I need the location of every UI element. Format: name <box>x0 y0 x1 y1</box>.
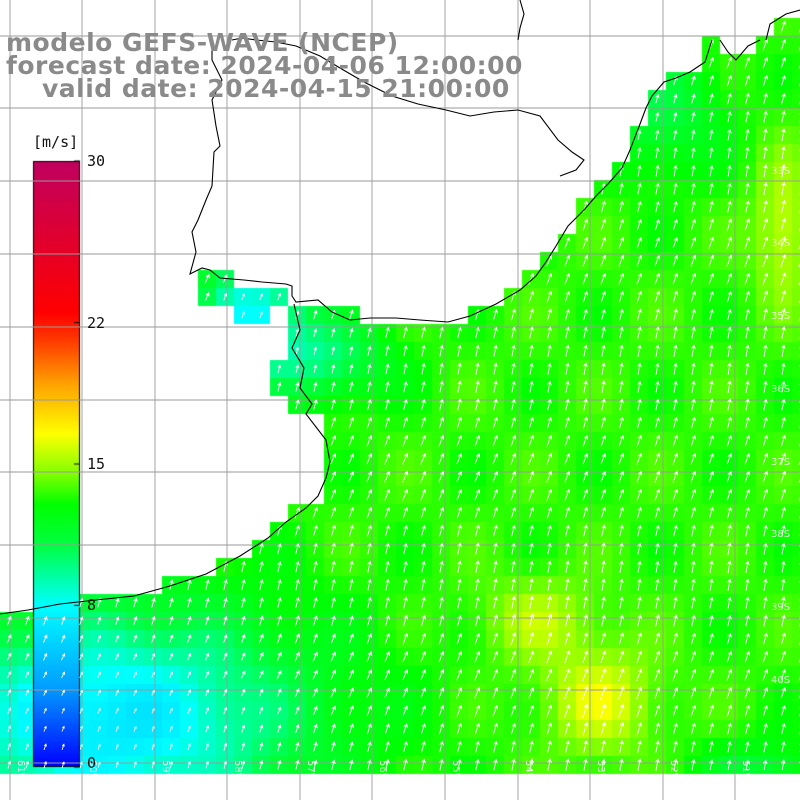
longitude-label: 57W <box>305 760 316 783</box>
longitude-label: 61W <box>15 760 26 783</box>
longitude-label: 52W <box>668 760 679 783</box>
latitude-label: 40S <box>771 675 790 686</box>
longitude-label: 55W <box>450 760 461 783</box>
colorbar-tick-label: 15 <box>87 455 106 473</box>
colorbar-tick-label: 30 <box>87 152 106 170</box>
latitude-labels: 33S 34S 35S 36S 37S 38S 39S 40S <box>771 166 790 686</box>
longitude-label: 58W <box>232 760 243 783</box>
coastline-path <box>189 39 713 323</box>
valid-date: valid date: 2024-04-15 21:00:00 <box>42 74 510 103</box>
latitude-label: 36S <box>771 384 790 395</box>
wind-arrow-set <box>6 20 800 771</box>
longitude-labels: 61W 60W 59W 58W 57W 56W 55W 54W 53W 52W 51W <box>15 760 751 783</box>
wind-arrows <box>6 20 800 771</box>
colorbar-unit: [m/s] <box>33 133 79 151</box>
colorbar-tick-label: 8 <box>87 596 97 615</box>
coastline-path <box>765 9 800 41</box>
latitude-label: 39S <box>771 602 790 613</box>
longitude-label: 51W <box>740 760 751 783</box>
latitude-label: 33S <box>771 166 790 177</box>
coastline-path <box>719 39 761 61</box>
latitude-label: 34S <box>771 238 790 249</box>
coastline-path <box>0 303 331 615</box>
longitude-label: 53W <box>595 760 606 783</box>
colorbar-tick-label: 0 <box>87 754 97 772</box>
colorbar-tick-label: 22 <box>87 313 106 332</box>
longitude-label: 56W <box>377 760 388 783</box>
latitude-label: 37S <box>771 457 790 468</box>
latitude-label: 38S <box>771 529 790 540</box>
coastline-path <box>517 0 525 41</box>
coastline <box>0 0 800 615</box>
longitude-label: 54W <box>523 760 534 783</box>
latitude-label: 35S <box>771 311 790 322</box>
coastline-path <box>231 37 585 177</box>
longitude-label: 60W <box>87 760 98 783</box>
model-title: modelo GEFS-WAVE (NCEP) <box>6 28 399 57</box>
longitude-label: 59W <box>160 760 171 783</box>
forecast-date: forecast date: 2024-04-06 12:00:00 <box>6 51 523 80</box>
